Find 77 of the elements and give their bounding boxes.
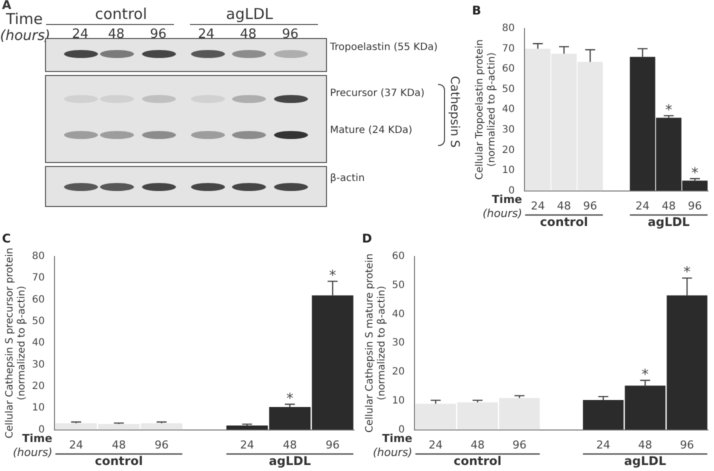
x-tick-label: 24 xyxy=(240,438,254,452)
text: control xyxy=(94,454,143,468)
x-tick-label: 96 xyxy=(512,438,526,452)
chart-title: B xyxy=(472,3,482,18)
y-tick-label: 70 xyxy=(502,43,515,54)
x-tick-label: 48 xyxy=(557,199,571,212)
text: agLDL xyxy=(648,215,690,230)
x-tick-label: 24 xyxy=(69,438,84,452)
text: Mature (24 KDa) xyxy=(330,125,412,136)
y-tick-label: 30 xyxy=(32,359,45,370)
x-tick-label: 96 xyxy=(154,438,169,452)
text: Cathepsin S xyxy=(448,76,462,148)
text: β-actin xyxy=(330,173,365,184)
text: (hours) xyxy=(482,207,522,220)
x-tick-label: 96 xyxy=(583,199,598,212)
y-tick-label: 30 xyxy=(502,124,515,136)
y-axis-title: Cellular Cathepsin S mature protein (normalized to β-actin) xyxy=(364,254,388,433)
y-tick-label: 0 xyxy=(38,424,45,436)
text: 48 xyxy=(240,27,257,42)
chart-title: C xyxy=(2,231,11,246)
x-tick-label: 96 xyxy=(680,438,694,452)
text: (hours) xyxy=(372,446,412,460)
y-tick-label: 80 xyxy=(502,22,515,34)
y-tick-label: 40 xyxy=(392,308,405,320)
text: control xyxy=(540,215,588,230)
text: 24 xyxy=(72,27,89,42)
x-tick-label: 48 xyxy=(282,438,297,452)
y-tick-label: 10 xyxy=(32,402,45,414)
text: Time xyxy=(6,10,43,28)
y-tick-label: 30 xyxy=(392,338,405,349)
y-tick-label: 50 xyxy=(392,280,405,291)
x-tick-label: 48 xyxy=(662,199,676,212)
data-label: * xyxy=(642,367,649,384)
chart-title: D xyxy=(362,231,372,246)
text: A xyxy=(2,0,12,12)
y-tick-label: 20 xyxy=(32,381,45,392)
y-tick-label: 50 xyxy=(502,84,515,95)
y-tick-label: 20 xyxy=(392,366,405,378)
text: control xyxy=(95,5,147,23)
text: 96 xyxy=(150,27,167,42)
x-tick-label: 24 xyxy=(596,438,610,452)
y-tick-label: 80 xyxy=(32,250,45,262)
text: agLDL xyxy=(268,454,312,468)
y-tick-label: 10 xyxy=(392,395,405,406)
text: agLDL xyxy=(226,5,273,23)
text: 24 xyxy=(198,27,215,42)
text: 48 xyxy=(108,27,125,42)
data-label: * xyxy=(691,165,698,182)
x-tick-label: 48 xyxy=(470,438,485,452)
x-tick-label: 48 xyxy=(112,438,126,452)
text: (hours) xyxy=(12,446,52,460)
text: agLDL xyxy=(624,454,666,468)
y-tick-label: 40 xyxy=(502,104,515,116)
x-tick-label: 24 xyxy=(530,199,545,212)
y-tick-label: 40 xyxy=(32,338,45,349)
data-label: * xyxy=(684,264,691,281)
data-label: * xyxy=(329,268,336,284)
x-tick-label: 24 xyxy=(636,199,650,212)
text: Tropoelastin (55 KDa) xyxy=(330,42,438,53)
x-tick-label: 96 xyxy=(326,438,340,452)
text: 96 xyxy=(282,27,299,42)
y-tick-label: 60 xyxy=(502,64,515,75)
data-label: * xyxy=(286,390,294,407)
x-tick-label: 48 xyxy=(638,438,652,452)
y-tick-label: 50 xyxy=(32,316,45,328)
x-tick-label: 24 xyxy=(428,438,443,452)
y-tick-label: 10 xyxy=(502,165,515,176)
y-axis-title: Cellular Tropoelastin protein (normalized to β-actin) xyxy=(474,39,498,180)
text: Precursor (37 KDa) xyxy=(330,88,425,99)
data-label: * xyxy=(665,102,672,118)
y-tick-label: 60 xyxy=(392,250,405,262)
x-tick-label: 96 xyxy=(688,199,702,212)
text: (hours) xyxy=(0,28,50,44)
y-tick-label: 20 xyxy=(502,144,515,156)
y-tick-label: 60 xyxy=(32,294,45,306)
text: control xyxy=(454,454,502,468)
y-tick-label: 70 xyxy=(32,272,45,284)
